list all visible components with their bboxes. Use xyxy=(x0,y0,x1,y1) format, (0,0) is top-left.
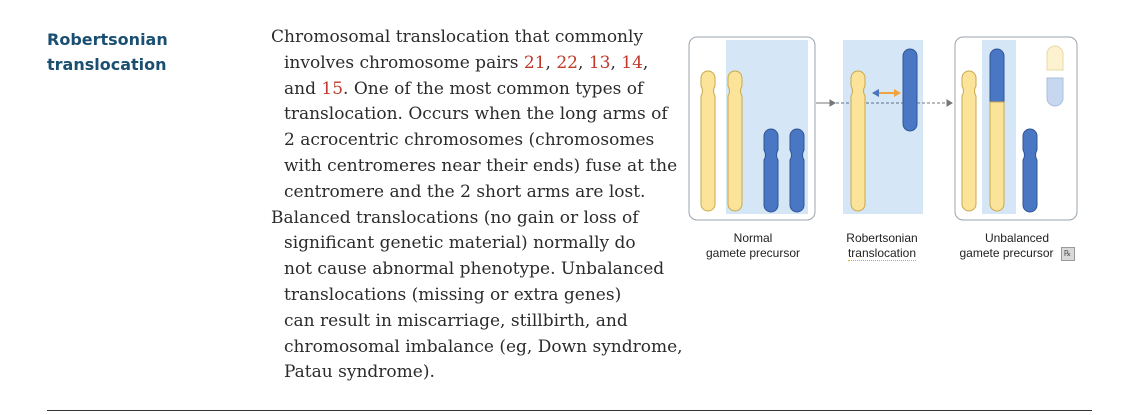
description-line: significant genetic material) normally d… xyxy=(271,231,691,257)
chromosome-number: 14 xyxy=(621,53,643,73)
chromosome-blue xyxy=(903,49,917,131)
caption-robertsonian: Robertsonian translocation xyxy=(828,231,936,261)
chromosome-blue xyxy=(1023,129,1037,212)
description-line-numbers-b: and 15. One of the most common types of xyxy=(271,77,691,103)
description-line: translocation. Occurs when the long arms… xyxy=(271,102,691,128)
description-line: Chromosomal translocation that commonly xyxy=(271,25,691,51)
chromosome-number: 21 xyxy=(524,53,546,73)
chromosome-yellow xyxy=(962,71,976,211)
description-line: chromosomal imbalance (eg, Down syndrome… xyxy=(271,335,691,361)
robertsonian-figure: Normal gamete precursor Robertsonian tra… xyxy=(686,34,1086,274)
term-line-1: Robertsonian xyxy=(47,27,237,52)
caption-unbalanced: Unbalanced gamete precursor ℞ xyxy=(952,231,1082,261)
lost-short-arm xyxy=(1047,78,1063,106)
description-line: not cause abnormal phenotype. Unbalanced xyxy=(271,257,691,283)
description-line: 2 acrocentric chromosomes (chromosomes xyxy=(271,128,691,154)
description-line: centromere and the 2 short arms are lost… xyxy=(271,180,691,206)
description-line: Balanced translocations (no gain or loss… xyxy=(271,206,691,232)
arrow-right-icon xyxy=(816,100,835,106)
term-heading: Robertsonian translocation xyxy=(47,27,237,77)
section-divider xyxy=(47,410,1092,411)
chromosome-number: 22 xyxy=(556,53,578,73)
description-line-numbers-a: involves chromosome pairs 21, 22, 13, 14… xyxy=(271,51,691,77)
chromosome-fused xyxy=(990,49,1004,211)
image-credit-icon[interactable]: ℞ xyxy=(1061,247,1075,261)
chromosome-yellow xyxy=(701,71,715,211)
caption-link[interactable]: translocation xyxy=(848,246,916,261)
lost-short-arm xyxy=(1047,46,1063,70)
term-line-2: translocation xyxy=(47,52,237,77)
description-line: with centromeres near their ends) fuse a… xyxy=(271,154,691,180)
caption-normal: Normal gamete precursor xyxy=(698,231,808,261)
chromosome-blue xyxy=(790,129,804,212)
chromosome-number: 15 xyxy=(321,79,343,99)
chromosome-diagram xyxy=(686,34,1086,230)
chromosome-number: 13 xyxy=(589,53,611,73)
description-line: can result in miscarriage, stillbirth, a… xyxy=(271,309,691,335)
description-line: translocations (missing or extra genes) xyxy=(271,283,691,309)
chromosome-yellow xyxy=(851,71,865,211)
description-text: Chromosomal translocation that commonly … xyxy=(271,25,691,386)
description-line: Patau syndrome). xyxy=(271,360,691,386)
chromosome-yellow xyxy=(728,71,742,211)
chromosome-blue xyxy=(764,129,778,212)
